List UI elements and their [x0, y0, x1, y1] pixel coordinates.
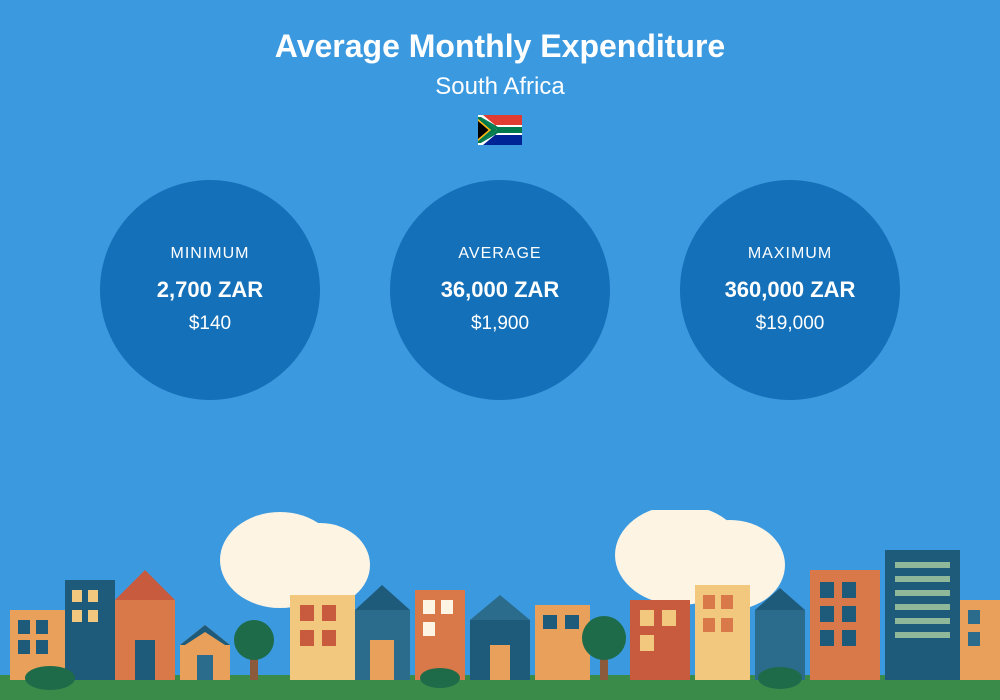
- south-africa-flag-icon: [478, 115, 522, 145]
- cityscape-illustration: [0, 510, 1000, 700]
- stat-usd: $140: [189, 313, 231, 335]
- stat-circle-average: AVERAGE 36,000 ZAR $1,900: [390, 180, 610, 400]
- page-title: Average Monthly Expenditure: [0, 0, 1000, 65]
- stat-label: MINIMUM: [171, 245, 250, 263]
- stat-label: AVERAGE: [458, 245, 541, 263]
- infographic-container: Average Monthly Expenditure South Africa…: [0, 0, 1000, 700]
- stat-label: MAXIMUM: [748, 245, 832, 263]
- stat-usd: $1,900: [471, 313, 529, 335]
- stat-usd: $19,000: [756, 313, 825, 335]
- stat-circle-minimum: MINIMUM 2,700 ZAR $140: [100, 180, 320, 400]
- stat-value: 2,700 ZAR: [157, 277, 263, 303]
- page-subtitle: South Africa: [0, 73, 1000, 101]
- stat-circle-maximum: MAXIMUM 360,000 ZAR $19,000: [680, 180, 900, 400]
- stat-circles-row: MINIMUM 2,700 ZAR $140 AVERAGE 36,000 ZA…: [0, 180, 1000, 400]
- stat-value: 36,000 ZAR: [441, 277, 560, 303]
- stat-value: 360,000 ZAR: [725, 277, 856, 303]
